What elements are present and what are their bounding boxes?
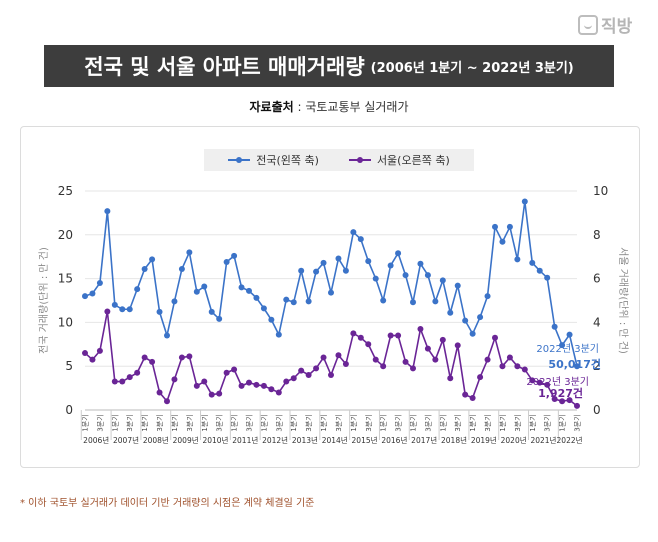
- chart-panel: [20, 126, 640, 468]
- data-source-value: : 국토교통부 실거래가: [293, 100, 409, 114]
- chart-period: (2006년 1분기 ~ 2022년 3분기): [370, 60, 574, 76]
- legend-swatch-national: [228, 155, 251, 165]
- chart-title: 전국 및 서울 아파트 매매거래량: [84, 55, 365, 79]
- data-source-label: 자료출처: [249, 100, 294, 114]
- data-source: 자료출처 : 국토교통부 실거래가: [0, 98, 658, 115]
- legend-item-seoul: 서울(오른쪽 축): [348, 152, 450, 168]
- legend-item-national: 전국(왼쪽 축): [228, 152, 319, 168]
- chart-legend: 전국(왼쪽 축) 서울(오른쪽 축): [204, 149, 474, 171]
- brand-name: 직방: [601, 17, 633, 37]
- brand-logo: 직방: [578, 12, 632, 37]
- title-banner: 전국 및 서울 아파트 매매거래량 (2006년 1분기 ~ 2022년 3분기…: [44, 45, 614, 87]
- footnote: * 이하 국토부 실거래가 데이터 기반 거래량의 시점은 계약 체결일 기준: [20, 498, 315, 509]
- house-chat-icon: [578, 15, 598, 35]
- legend-swatch-seoul: [348, 155, 371, 165]
- legend-label-seoul: 서울(오른쪽 축): [376, 154, 450, 167]
- legend-label-national: 전국(왼쪽 축): [256, 154, 319, 167]
